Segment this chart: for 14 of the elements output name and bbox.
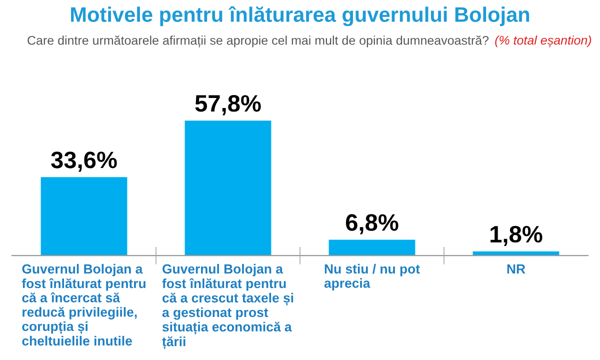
chart-subtitle: Care dintre următoarele afirmații se apropie cel mai mult de opinia dumneavoastră? <box>28 35 489 48</box>
data-label: 6,8% <box>346 214 398 234</box>
bar <box>184 120 272 256</box>
x-tick-label: Nu stiu / nu pot aprecia <box>324 264 420 290</box>
bar <box>40 177 128 256</box>
data-label: 57,8% <box>195 95 261 116</box>
text: (% total eșantion) <box>495 35 592 48</box>
bar <box>328 240 416 256</box>
data-label: 33,6% <box>51 152 117 172</box>
x-tick-label: NR <box>507 264 526 274</box>
data-label: 1,8% <box>490 226 542 246</box>
x-tick-label: Guvernul Bolojan a fost înlăturat pentru că a crescut taxele și a gestionat prost situația economică a țării <box>162 264 294 350</box>
chart-title: Motivele pentru înlăturarea guvernului Bolojan <box>71 6 530 26</box>
x-tick-label: Guvernul Bolojan a fost înlăturat pentru că a încercat să reducă privilegiile, corupția și cheltuielile inutile <box>22 264 146 346</box>
